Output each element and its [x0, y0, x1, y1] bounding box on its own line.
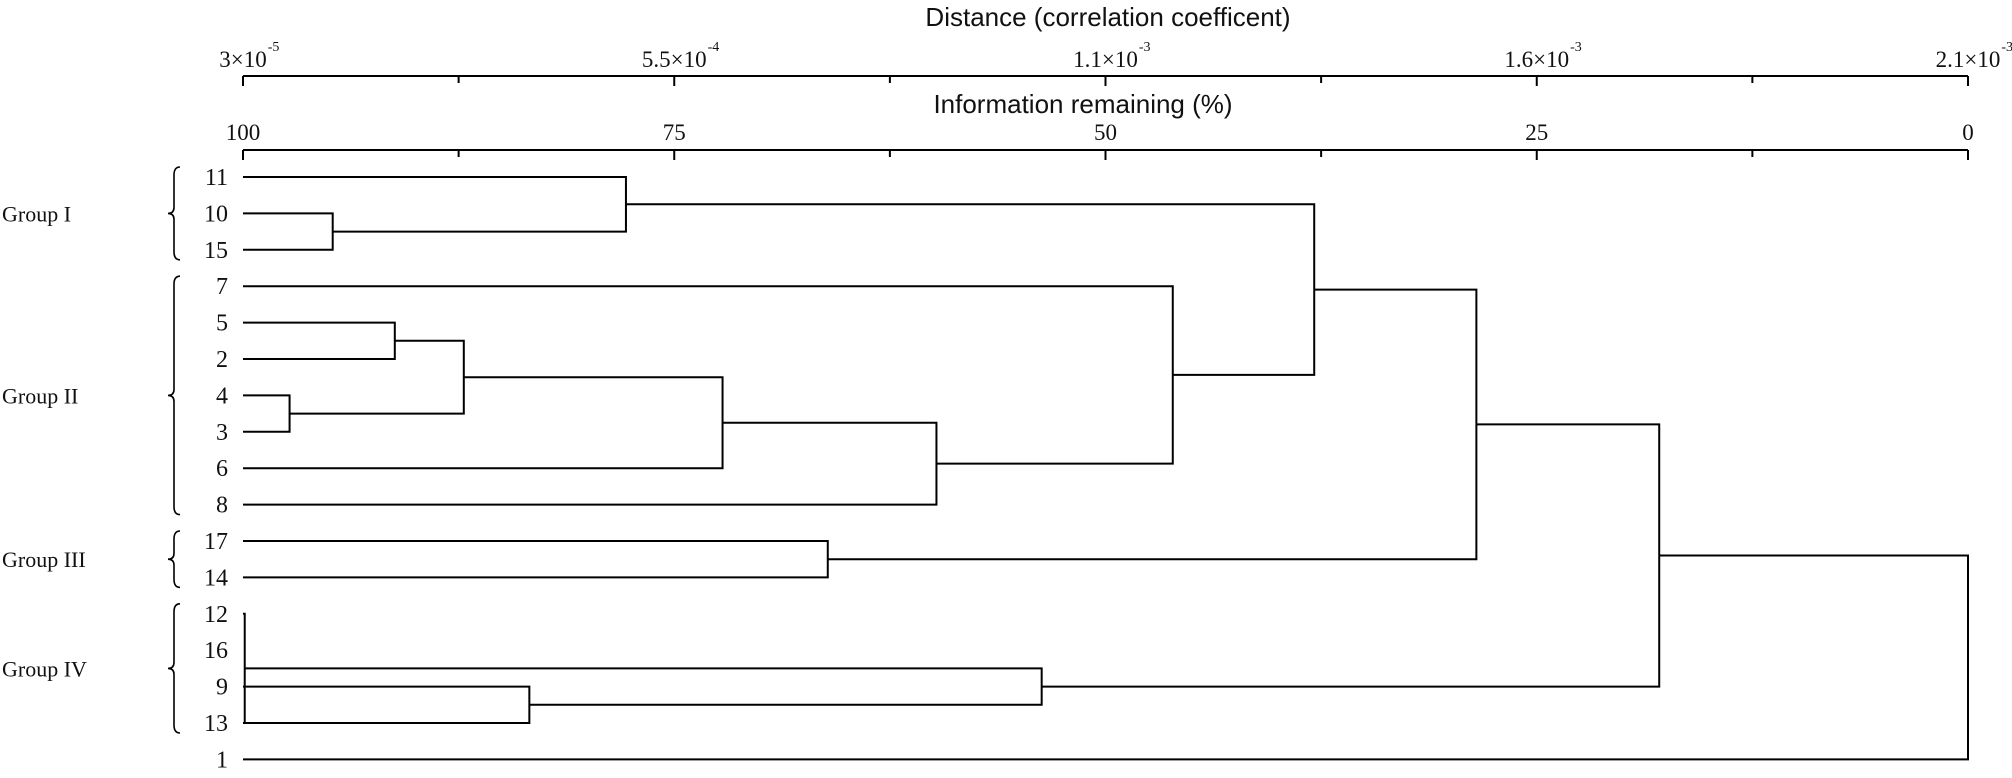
distance-tick-label: 1.6×10 -3 — [1504, 40, 1581, 72]
leaf-label: 9 — [216, 675, 228, 701]
distance-tick-label: 5.5×10 -4 — [642, 40, 719, 72]
leaf-label: 14 — [204, 565, 228, 591]
leaf-label: 17 — [204, 529, 228, 555]
group-label: Group IV — [2, 656, 87, 681]
dendrogram-link — [243, 285, 1174, 465]
distance-tick-mantissa: 3×10 — [219, 47, 266, 72]
group-brackets: Group I Group II Group III Group IV — [2, 166, 181, 734]
leaf-label: 7 — [216, 274, 228, 300]
dendrogram-link — [243, 421, 938, 506]
dendrogram-link — [827, 288, 1478, 561]
distance-axis: Distance (correlation coefficent) 3×10 -5… — [219, 2, 2012, 86]
leaf-label: 3 — [216, 420, 228, 446]
distance-tick-exponent: -5 — [268, 40, 280, 55]
leaf-label: 2 — [216, 347, 228, 373]
distance-tick-label: 2.1×10 -3 — [1936, 40, 2012, 72]
dendrogram-link — [243, 212, 334, 251]
leaf-label: 6 — [216, 456, 228, 482]
information-axis: Information remaining (%) 100 75 50 25 0 — [226, 89, 1974, 160]
distance-tick-label: 3×10 -5 — [219, 40, 279, 72]
distance-axis-ticks — [242, 76, 1969, 86]
leaf-label: 12 — [204, 602, 228, 628]
leaf-label: 16 — [204, 638, 228, 664]
dendrogram-link — [243, 612, 246, 724]
leaf-label: 10 — [204, 201, 228, 227]
distance-tick-mantissa: 1.6×10 — [1504, 47, 1569, 72]
distance-tick-exponent: -3 — [2001, 40, 2012, 55]
distance-tick-exponent: -3 — [1570, 40, 1582, 55]
leaf-label: 4 — [216, 383, 228, 409]
leaf-label: 8 — [216, 493, 228, 519]
distance-tick-exponent: -3 — [1139, 40, 1151, 55]
information-axis-tick-labels: 100 75 50 25 0 — [226, 120, 1974, 145]
leaf-label: 15 — [204, 238, 228, 264]
leaf-labels: 11 10 15 7 5 2 4 3 6 8 17 14 12 16 9 13 1 — [204, 165, 228, 773]
group-label: Group I — [2, 201, 71, 226]
information-tick-label: 25 — [1525, 120, 1548, 145]
dendrogram-link — [243, 540, 829, 579]
group-brace — [167, 603, 181, 734]
leaf-label: 11 — [205, 165, 228, 191]
dendrogram-link — [243, 554, 1969, 761]
information-tick-label: 0 — [1962, 120, 1974, 145]
leaf-label: 5 — [216, 311, 228, 337]
information-tick-label: 75 — [663, 120, 686, 145]
dendrogram-link — [243, 394, 291, 433]
dendrogram-link — [1041, 423, 1661, 688]
dendrogram-link — [243, 176, 627, 233]
information-tick-label: 50 — [1094, 120, 1117, 145]
leaf-label: 13 — [204, 711, 228, 737]
distance-tick-mantissa: 2.1×10 — [1936, 47, 2001, 72]
information-axis-ticks — [242, 150, 1969, 160]
distance-tick-exponent: -4 — [708, 40, 720, 55]
information-tick-label: 100 — [226, 120, 261, 145]
dendrogram-link — [243, 376, 724, 470]
distance-tick-label: 1.1×10 -3 — [1073, 40, 1150, 72]
group-label: Group III — [2, 547, 86, 572]
dendrogram-link — [289, 339, 465, 415]
dendrogram-link — [243, 685, 531, 724]
distance-axis-tick-labels: 3×10 -5 5.5×10 -4 1.1×10 -3 1.6×10 -3 2.1×10 -3 — [219, 40, 2012, 72]
group-brace — [167, 275, 181, 516]
distance-axis-title: Distance (correlation coefficent) — [925, 2, 1290, 32]
group-label: Group II — [2, 383, 78, 408]
dendrogram-link — [243, 321, 396, 360]
group-brace — [167, 166, 181, 261]
dendrogram-branches — [243, 176, 1969, 761]
group-brace — [167, 530, 181, 589]
distance-tick-mantissa: 5.5×10 — [642, 47, 707, 72]
dendrogram-link — [625, 203, 1316, 376]
leaf-label: 1 — [216, 747, 228, 773]
information-axis-title: Information remaining (%) — [933, 89, 1232, 119]
distance-tick-mantissa: 1.1×10 — [1073, 47, 1138, 72]
